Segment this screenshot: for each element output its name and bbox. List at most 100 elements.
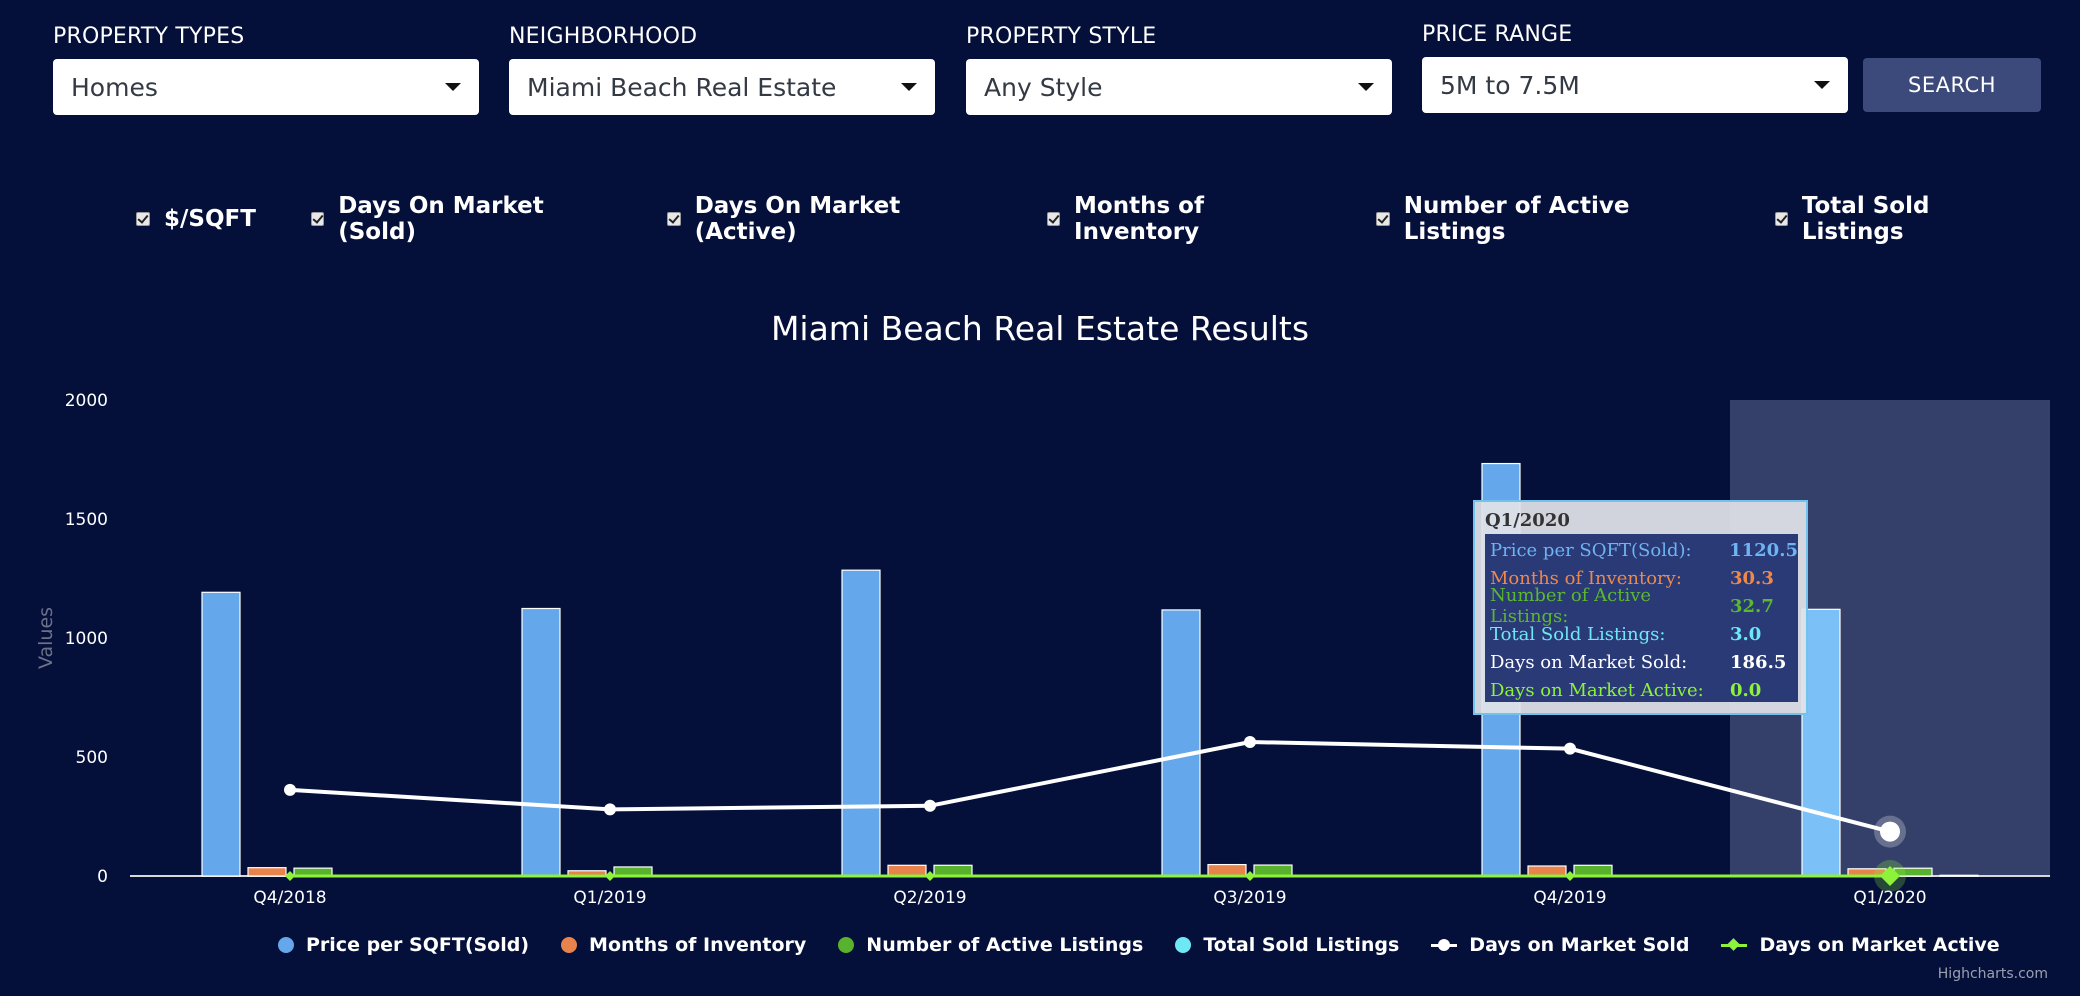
legend-symbol [1721, 937, 1748, 951]
point-days-on-market-sold [924, 799, 936, 812]
legend-symbol [561, 937, 578, 953]
bar-active-listings [1253, 864, 1293, 877]
legend-item-dom-sold[interactable]: Days on Market Sold [1431, 934, 1689, 956]
tooltip-row: Months of Inventory: 30.3 [1485, 564, 1798, 592]
point-days-on-market-active [1245, 871, 1255, 881]
y-tick-label: 1500 [65, 510, 108, 530]
checkbox-checked-icon[interactable] [1774, 212, 1788, 226]
legend-item-price-sqft[interactable]: Price per SQFT(Sold) [278, 934, 529, 956]
bar-price-sqft [201, 591, 241, 877]
tooltip-series-value: 3.0 [1730, 623, 1762, 645]
legend-item-total-sold[interactable]: Total Sold Listings [1175, 934, 1399, 956]
checkbox-label: $/SQFT [164, 206, 256, 232]
metric-checkboxes: $/SQFT Days On Market (Sold) Days On Mar… [136, 193, 2080, 245]
legend-symbol [278, 937, 294, 953]
checkbox-checked-icon[interactable] [310, 212, 325, 226]
y-tick-label: 1000 [65, 629, 108, 649]
tooltip-series-value: 1120.5 [1729, 539, 1798, 561]
point-days-on-market-sold [1244, 736, 1256, 749]
x-tick-label: Q2/2019 [893, 888, 966, 908]
checkbox-checked-icon[interactable] [1046, 212, 1061, 226]
caret-down-icon [445, 83, 461, 91]
x-tick-label: Q3/2019 [1213, 888, 1286, 908]
search-button[interactable]: SEARCH [1863, 58, 2041, 112]
caret-down-icon [1814, 81, 1830, 89]
checkbox-days-on-market-active[interactable]: Days On Market (Active) [667, 193, 991, 245]
filter-property-types: PROPERTY TYPES Homes [53, 24, 479, 115]
tooltip-series-name: Days on Market Sold: [1490, 651, 1688, 673]
point-days-on-market-sold [284, 783, 296, 796]
tooltip-series-name: Days on Market Active: [1490, 679, 1704, 701]
tooltip-series-name: Price per SQFT(Sold): [1490, 539, 1692, 561]
bar-price-sqft [1161, 609, 1201, 877]
neighborhood-select[interactable]: Miami Beach Real Estate [509, 59, 935, 115]
results-chart: Miami Beach Real Estate Results 0 500 1000 1… [35, 309, 2050, 908]
bar-months-inventory [887, 864, 927, 877]
legend-item-active-listings[interactable]: Number of Active Listings [838, 934, 1143, 956]
tooltip-title: Q1/2020 [1485, 510, 1570, 531]
x-tick-label: Q4/2019 [1533, 888, 1606, 908]
property-types-select[interactable]: Homes [53, 59, 479, 115]
filter-label: PROPERTY TYPES [53, 24, 245, 49]
checkbox-days-on-market-sold[interactable]: Days On Market (Sold) [310, 193, 612, 245]
chart-credits[interactable]: Highcharts.com [1937, 966, 2048, 982]
filter-label: PROPERTY STYLE [966, 24, 1157, 49]
tooltip-series-value: 30.3 [1730, 567, 1774, 589]
checkbox-checked-icon[interactable] [667, 212, 681, 226]
legend-label: Days on Market Active [1759, 934, 2000, 956]
tooltip-row: Number of Active Listings: 32.7 [1485, 585, 1798, 627]
filter-label: NEIGHBORHOOD [509, 24, 698, 49]
point-days-on-market-active [605, 871, 615, 881]
legend-symbol [1431, 938, 1458, 951]
tooltip-series-name: Number of Active Listings: [1490, 585, 1652, 627]
filter-property-style: PROPERTY STYLE Any Style [966, 24, 1392, 115]
line-days-on-market-sold [289, 740, 1891, 834]
legend-item-dom-active[interactable]: Days on Market Active [1721, 934, 2000, 956]
checkbox-active-listings[interactable]: Number of Active Listings [1376, 193, 1719, 245]
bar-price-sqft [521, 607, 561, 877]
checkbox-total-sold-listings[interactable]: Total Sold Listings [1774, 193, 2025, 245]
legend-item-months-inventory[interactable]: Months of Inventory [561, 934, 806, 956]
tooltip-series-value: 32.7 [1730, 595, 1774, 617]
x-tick-label: Q4/2018 [253, 888, 326, 908]
property-style-select[interactable]: Any Style [966, 59, 1392, 115]
tooltip-row: Price per SQFT(Sold): 1120.5 [1485, 536, 1798, 564]
x-tick-label: Q1/2020 [1853, 888, 1926, 908]
tooltip-series-name: Months of Inventory: [1490, 567, 1682, 589]
point-days-on-market-active [1880, 866, 1900, 886]
checkbox-checked-icon[interactable] [136, 212, 150, 226]
x-tick-label: Q1/2019 [573, 888, 646, 908]
filter-label: PRICE RANGE [1422, 22, 1573, 47]
bar-total-sold [1939, 874, 1979, 877]
checkbox-label: Days On Market (Active) [694, 193, 901, 245]
bar-price-sqft [1801, 608, 1841, 877]
legend-label: Days on Market Sold [1469, 934, 1690, 956]
checkbox-months-of-inventory[interactable]: Months of Inventory [1046, 193, 1322, 245]
legend-label: Number of Active Listings [866, 934, 1144, 956]
legend-label: Months of Inventory [589, 934, 807, 956]
bar-months-inventory [1207, 863, 1247, 877]
bar-price-sqft [841, 569, 881, 877]
bar-active-listings [933, 864, 973, 877]
caret-down-icon [901, 83, 917, 91]
tooltip-series-name: Total Sold Listings: [1490, 623, 1666, 645]
checkbox-price-sqft[interactable]: $/SQFT [136, 206, 256, 232]
point-days-on-market-sold [1880, 821, 1900, 842]
bar-active-listings [1573, 864, 1613, 877]
bar-months-inventory [247, 867, 287, 877]
tooltip-row: Days on Market Sold: 186.5 [1485, 648, 1798, 676]
price-range-select[interactable]: 5M to 7.5M [1422, 57, 1848, 113]
filter-price-range: PRICE RANGE 5M to 7.5M [1422, 22, 1848, 113]
legend-symbol [838, 937, 855, 953]
select-value: Miami Beach Real Estate [527, 72, 837, 102]
checkbox-label: Months of Inventory [1074, 193, 1204, 245]
legend-symbol [1175, 937, 1192, 953]
y-tick-label: 500 [76, 748, 108, 768]
tooltip-series-value: 0.0 [1730, 679, 1762, 701]
checkbox-label: Number of Active Listings [1403, 193, 1630, 245]
checkbox-checked-icon[interactable] [1376, 212, 1390, 226]
tooltip-row: Days on Market Active: 0.0 [1485, 676, 1798, 704]
checkbox-label: Total Sold Listings [1801, 193, 1930, 245]
point-days-on-market-active [925, 871, 935, 881]
caret-down-icon [1358, 83, 1374, 91]
